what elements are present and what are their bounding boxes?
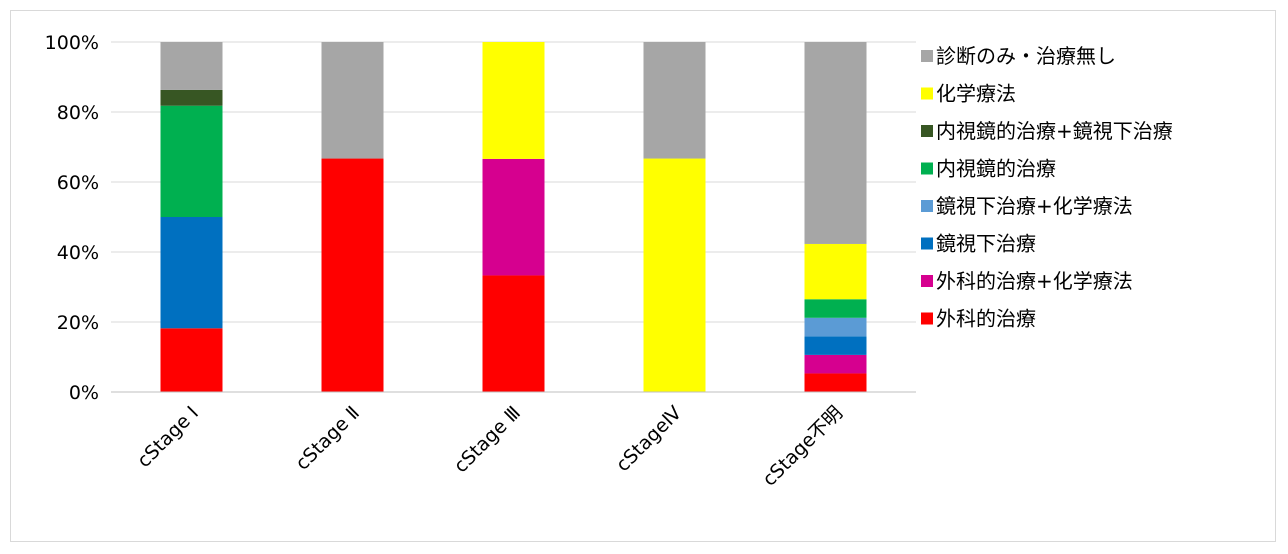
x-tick-label: cStage不明 bbox=[758, 402, 847, 491]
legend-swatch bbox=[921, 87, 933, 100]
bar-segment bbox=[643, 42, 706, 159]
chart-frame: 0% 20% 40% 60% 80% 100% cStage Ⅰ cStage Ⅱ cStage… bbox=[10, 10, 1276, 542]
legend-label: 鏡視下治療 bbox=[936, 232, 1036, 256]
legend-swatch bbox=[921, 237, 933, 250]
legend: 診断のみ・治療無し化学療法内視鏡的治療+鏡視下治療内視鏡的治療鏡視下治療+化学療… bbox=[921, 44, 1173, 331]
x-tick-label: cStage Ⅱ bbox=[291, 402, 364, 475]
y-tick-label: 20% bbox=[57, 312, 99, 334]
stacked-bar-chart: 0% 20% 40% 60% 80% 100% cStage Ⅰ cStage Ⅱ cStage… bbox=[45, 32, 1173, 491]
y-tick-label: 80% bbox=[57, 102, 99, 124]
bar-segment bbox=[804, 299, 867, 318]
bar-segment bbox=[804, 317, 867, 337]
legend-swatch bbox=[921, 125, 933, 137]
bar-segment bbox=[482, 275, 545, 392]
bar-segment bbox=[804, 373, 867, 392]
x-tick-label: cStage Ⅰ bbox=[133, 402, 203, 472]
legend-swatch bbox=[921, 162, 933, 175]
y-tick-label: 0% bbox=[69, 382, 99, 404]
bar-segment bbox=[804, 243, 867, 300]
legend-label: 化学療法 bbox=[936, 82, 1016, 106]
legend-label: 外科的治療 bbox=[936, 307, 1036, 331]
x-tick-label: cStageⅣ bbox=[612, 402, 686, 476]
bar-segment bbox=[482, 158, 545, 276]
bar-segment bbox=[160, 105, 223, 217]
legend-swatch bbox=[921, 312, 933, 325]
y-tick-label: 40% bbox=[57, 242, 99, 264]
legend-swatch bbox=[921, 275, 933, 287]
y-tick-label: 60% bbox=[57, 172, 99, 194]
y-tick-label: 100% bbox=[45, 32, 99, 54]
bar-segment bbox=[160, 217, 223, 329]
bar-segment bbox=[160, 42, 223, 90]
legend-label: 内視鏡的治療 bbox=[936, 157, 1056, 181]
bar-segment bbox=[804, 336, 867, 355]
legend-label: 外科的治療+化学療法 bbox=[936, 269, 1133, 293]
legend-swatch bbox=[921, 50, 933, 62]
bar-segment bbox=[321, 158, 384, 392]
bar-segment bbox=[804, 42, 867, 244]
legend-label: 内視鏡的治療+鏡視下治療 bbox=[936, 119, 1173, 143]
legend-swatch bbox=[921, 200, 933, 212]
bar-segment bbox=[804, 354, 867, 374]
x-tick-label: cStage Ⅲ bbox=[450, 402, 525, 477]
legend-label: 診断のみ・治療無し bbox=[936, 44, 1116, 68]
bar-segment bbox=[643, 158, 706, 392]
bar-segment bbox=[160, 328, 223, 392]
bar-segment bbox=[482, 42, 545, 159]
bar-segment bbox=[160, 89, 223, 106]
bars bbox=[160, 42, 867, 392]
bar-segment bbox=[321, 42, 384, 159]
legend-label: 鏡視下治療+化学療法 bbox=[936, 194, 1133, 218]
